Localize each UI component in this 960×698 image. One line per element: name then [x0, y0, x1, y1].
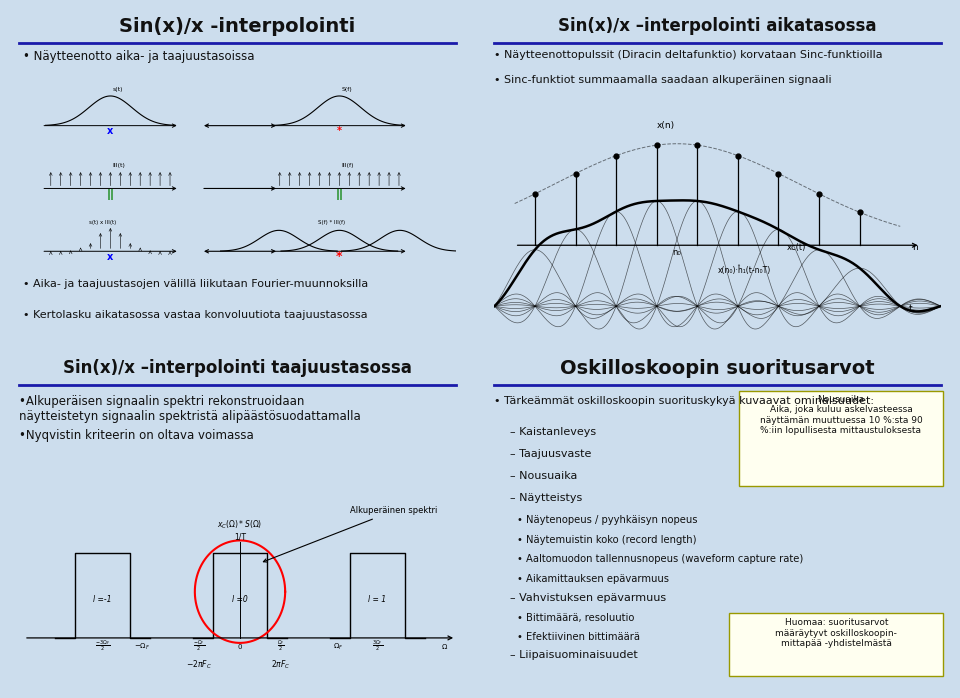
Text: III(f): III(f) [342, 163, 354, 168]
Text: $\frac{-\Omega_F}{2}$: $\frac{-\Omega_F}{2}$ [193, 639, 204, 654]
FancyBboxPatch shape [730, 613, 944, 676]
Text: n₀: n₀ [673, 248, 682, 258]
Text: $-2\pi F_C$: $-2\pi F_C$ [186, 659, 212, 671]
Text: s(t) x III(t): s(t) x III(t) [89, 220, 116, 225]
Text: Huomaa: suoritusarvot
määräytyvt oskilloskoopin-
mittapää -yhdistelmästä: Huomaa: suoritusarvot määräytyvt oskillo… [776, 618, 898, 648]
Text: t: t [908, 304, 912, 313]
Text: – Näytteistys: – Näytteistys [511, 493, 583, 503]
Text: x(n₀)·ĥ₁(t-n₀T): x(n₀)·ĥ₁(t-n₀T) [718, 266, 771, 275]
Text: • Näytteenottopulssit (Diracin deltafunktio) korvataan Sinc-funktioilla: • Näytteenottopulssit (Diracin deltafunk… [494, 50, 883, 60]
Text: – Nousuaika: – Nousuaika [511, 471, 578, 481]
Text: l =-1: l =-1 [93, 595, 111, 604]
Text: • Näytemuistin koko (record length): • Näytemuistin koko (record length) [517, 535, 697, 544]
Text: *: * [336, 250, 343, 263]
Text: • Sinc-funktiot summaamalla saadaan alkuperäinen signaali: • Sinc-funktiot summaamalla saadaan alku… [494, 75, 831, 84]
Text: s(t): s(t) [112, 87, 123, 93]
Text: x: x [108, 126, 113, 136]
Text: • Aaltomuodon tallennusnopeus (waveform capture rate): • Aaltomuodon tallennusnopeus (waveform … [517, 554, 804, 564]
Text: • Näytteenotto aika- ja taajuustasoissa: • Näytteenotto aika- ja taajuustasoissa [23, 50, 254, 64]
Text: $\Omega$: $\Omega$ [441, 641, 447, 651]
Text: $-\Omega_F$: $-\Omega_F$ [133, 641, 150, 652]
Text: III(t): III(t) [112, 163, 126, 168]
Text: n: n [912, 244, 918, 253]
Text: x: x [108, 252, 113, 262]
Text: ||: || [107, 189, 114, 200]
Text: l = 1: l = 1 [369, 595, 387, 604]
Text: x(n): x(n) [657, 121, 675, 131]
Text: •Alkuperäisen signaalin spektri rekonstruoidaan
näytteistetyn signaalin spektris: •Alkuperäisen signaalin spektri rekonstr… [19, 394, 360, 423]
Text: S(f): S(f) [342, 87, 352, 93]
Text: $\frac{\Omega_F}{2}$: $\frac{\Omega_F}{2}$ [277, 639, 285, 654]
Text: Oskilloskoopin suoritusarvot: Oskilloskoopin suoritusarvot [561, 359, 875, 378]
Text: – Kaistanleveys: – Kaistanleveys [511, 427, 596, 437]
Text: Sin(x)/x –interpolointi aikatasossa: Sin(x)/x –interpolointi aikatasossa [559, 17, 876, 35]
Text: • Bittimäärä, resoluutio: • Bittimäärä, resoluutio [517, 613, 635, 623]
Text: – Liipaisuominaisuudet: – Liipaisuominaisuudet [511, 651, 638, 660]
Text: Nousuaika
Aika, joka kuluu askelvasteessa
näyttämän muuttuessa 10 %:sta 90
%:iin: Nousuaika Aika, joka kuluu askelvasteess… [759, 394, 923, 435]
Text: • Efektiivinen bittimäärä: • Efektiivinen bittimäärä [517, 632, 640, 641]
Text: l =0: l =0 [232, 595, 248, 604]
Text: $x_C(\Omega)*S(\Omega)$: $x_C(\Omega)*S(\Omega)$ [217, 519, 263, 531]
Text: • Aikamittauksen epävarmuus: • Aikamittauksen epävarmuus [517, 574, 669, 584]
Text: xᴄ(t): xᴄ(t) [786, 244, 806, 253]
Text: $\frac{3\Omega_F}{2}$: $\frac{3\Omega_F}{2}$ [372, 639, 383, 654]
Text: S(f) * III(f): S(f) * III(f) [318, 220, 345, 225]
Text: Sin(x)/x -interpolointi: Sin(x)/x -interpolointi [119, 17, 356, 36]
Text: 0: 0 [238, 644, 242, 650]
Text: $\Omega_F$: $\Omega_F$ [333, 641, 344, 652]
Text: Sin(x)/x –interpolointi taajuustasossa: Sin(x)/x –interpolointi taajuustasossa [63, 359, 412, 377]
Text: $\frac{-3\Omega_F}{2}$: $\frac{-3\Omega_F}{2}$ [95, 639, 110, 654]
Text: • Kertolasku aikatasossa vastaa konvoluutiota taajuustasossa: • Kertolasku aikatasossa vastaa konvoluu… [23, 310, 368, 320]
Text: 1/T: 1/T [234, 533, 246, 542]
Text: •Nyqvistin kriteerin on oltava voimassa: •Nyqvistin kriteerin on oltava voimassa [19, 429, 253, 442]
Text: • Aika- ja taajuustasojen välillä liikutaan Fourier-muunnoksilla: • Aika- ja taajuustasojen välillä liikut… [23, 279, 369, 290]
Text: – Vahvistuksen epävarmuus: – Vahvistuksen epävarmuus [511, 593, 666, 603]
Text: Alkuperäinen spektri: Alkuperäinen spektri [263, 506, 438, 562]
Text: – Taajuusvaste: – Taajuusvaste [511, 449, 591, 459]
Text: *: * [337, 126, 342, 136]
FancyBboxPatch shape [738, 392, 944, 486]
Text: • Näytenopeus / pyyhkäisyn nopeus: • Näytenopeus / pyyhkäisyn nopeus [517, 515, 698, 525]
Text: $2\pi F_C$: $2\pi F_C$ [272, 659, 291, 671]
Text: • Tärkeämmät oskilloskoopin suorituskykyä kuvaavat ominaisuudet:: • Tärkeämmät oskilloskoopin suorituskyky… [494, 396, 875, 406]
Text: ||: || [335, 189, 344, 200]
